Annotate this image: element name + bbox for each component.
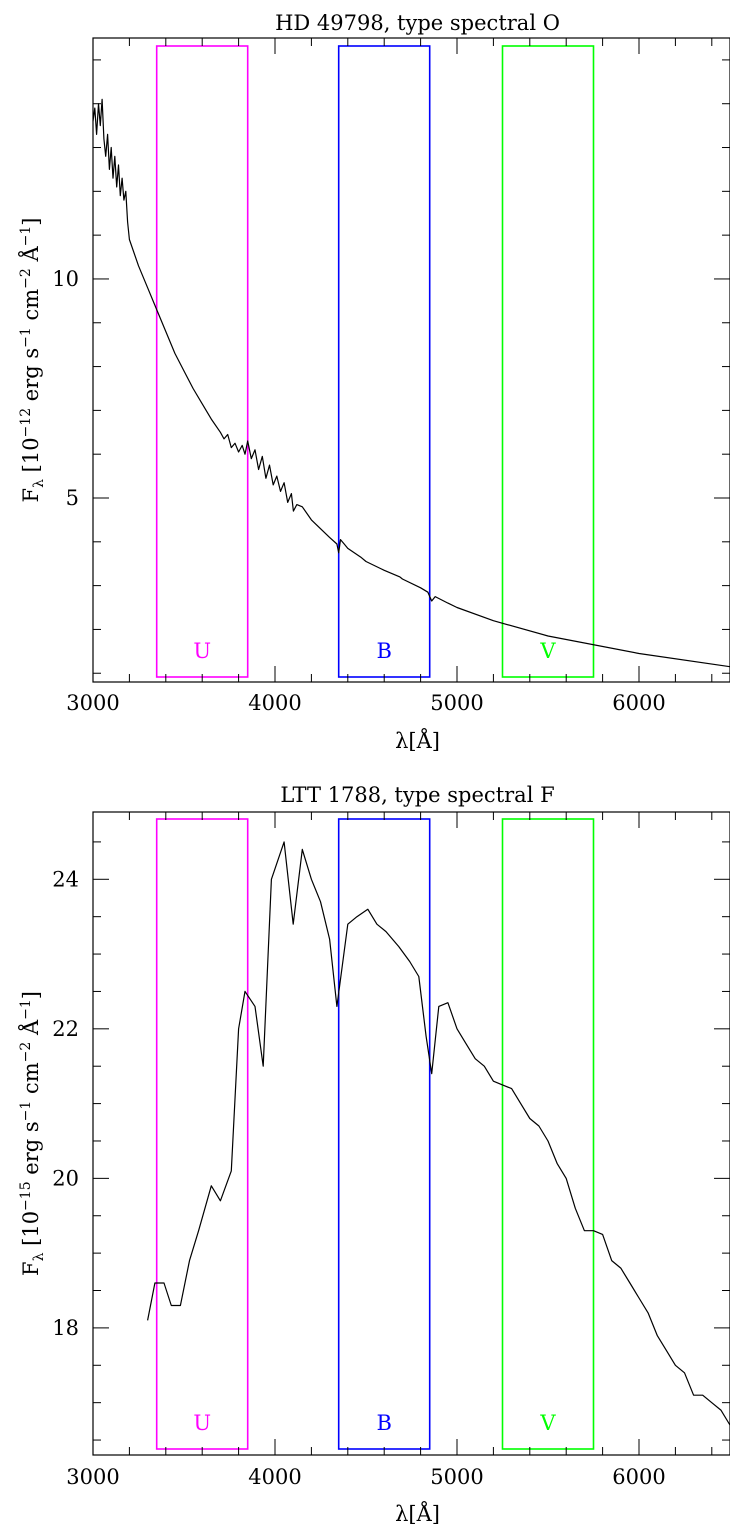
chart-title: HD 49798, type spectral O bbox=[275, 11, 560, 35]
ylabel-text: [10 bbox=[19, 437, 43, 479]
band-b-label: B bbox=[376, 639, 391, 663]
spectrum-line bbox=[147, 841, 730, 1426]
y-tick-label: 18 bbox=[52, 1316, 79, 1340]
ylabel-text: ] bbox=[19, 991, 43, 999]
ylabel-text: erg s bbox=[19, 1121, 43, 1181]
band-b-label: B bbox=[376, 1411, 391, 1435]
spectrum-line bbox=[92, 98, 730, 668]
ylabel-text: [10 bbox=[19, 1211, 43, 1253]
x-tick-label: 6000 bbox=[612, 1465, 665, 1489]
ylabel-superscript: −1 bbox=[18, 1101, 34, 1122]
y-tick-label: 20 bbox=[52, 1166, 79, 1190]
ylabel-text: erg s bbox=[19, 348, 43, 408]
chart-title: LTT 1788, type spectral F bbox=[280, 783, 554, 807]
ylabel-text: Å bbox=[18, 1019, 43, 1042]
x-axis-label: λ[Å] bbox=[395, 728, 440, 753]
ylabel-text: cm bbox=[19, 289, 43, 327]
x-tick-label: 4000 bbox=[248, 691, 301, 715]
band-u-label: U bbox=[193, 639, 211, 663]
x-tick-label: 4000 bbox=[248, 1465, 301, 1489]
plot-frame bbox=[92, 811, 730, 1456]
x-tick-label: 3000 bbox=[66, 1465, 119, 1489]
ylabel-superscript: −2 bbox=[18, 268, 34, 289]
band-v-label: V bbox=[539, 639, 556, 663]
x-tick-label: 6000 bbox=[612, 691, 665, 715]
ylabel-text: cm bbox=[19, 1062, 43, 1100]
ylabel-superscript: −12 bbox=[18, 408, 34, 438]
y-axis-label: Fλ [10−12 erg s−1 cm−2 Å−1] bbox=[18, 218, 47, 503]
x-tick-label: 3000 bbox=[66, 691, 119, 715]
ylabel-superscript: −15 bbox=[18, 1181, 34, 1211]
chart-panel-1: U B V 3000 4000 5000 6000 5 10 HD 49798, type spe… bbox=[18, 11, 730, 753]
ylabel-subscript: λ bbox=[31, 479, 47, 488]
band-b-box bbox=[337, 818, 431, 1450]
y-tick-label: 24 bbox=[52, 867, 79, 891]
x-axis-label: λ[Å] bbox=[395, 1501, 440, 1526]
ylabel-f: F bbox=[19, 488, 43, 503]
ylabel-f: F bbox=[19, 1261, 43, 1276]
y-tick-label: 22 bbox=[52, 1017, 79, 1041]
ylabel-subscript: λ bbox=[31, 1252, 47, 1261]
ylabel-superscript: −1 bbox=[18, 327, 34, 348]
y-tick-label: 10 bbox=[52, 267, 79, 291]
chart-panel-2: U B V 3000 4000 5000 6000 18 20 22 24 LTT 1788, typ… bbox=[18, 783, 730, 1526]
y-axis-label: Fλ [10−15 erg s−1 cm−2 Å−1] bbox=[18, 991, 47, 1276]
x-tick-label: 5000 bbox=[430, 691, 483, 715]
band-u-box bbox=[155, 818, 249, 1450]
band-u-label: U bbox=[193, 1411, 211, 1435]
y-tick-label: 5 bbox=[66, 486, 79, 510]
ylabel-text: Å bbox=[18, 246, 43, 269]
band-v-label: V bbox=[539, 1411, 556, 1435]
ylabel-superscript: −2 bbox=[18, 1042, 34, 1063]
band-v-box bbox=[501, 818, 595, 1450]
x-tick-label: 5000 bbox=[430, 1465, 483, 1489]
band-b-box bbox=[337, 45, 431, 678]
band-u-box bbox=[155, 45, 249, 678]
ylabel-superscript: −1 bbox=[18, 999, 34, 1020]
plot-frame bbox=[92, 37, 730, 683]
ylabel-text: ] bbox=[19, 218, 43, 226]
ylabel-superscript: −1 bbox=[18, 226, 34, 247]
band-v-box bbox=[501, 45, 595, 678]
